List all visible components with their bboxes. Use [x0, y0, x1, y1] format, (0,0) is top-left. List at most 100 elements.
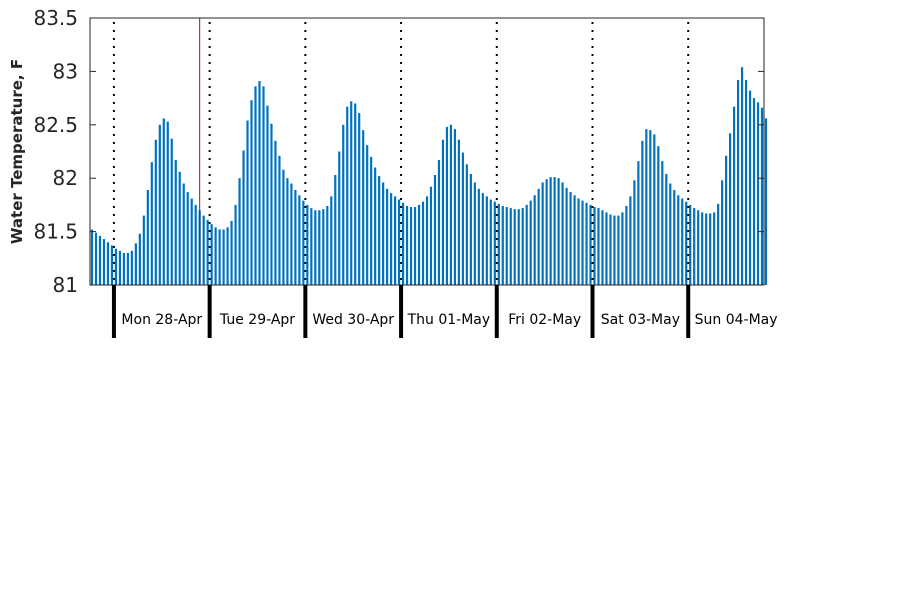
bar: [194, 204, 197, 285]
bar: [126, 252, 129, 285]
bar: [629, 196, 632, 285]
bar: [250, 100, 253, 286]
bar: [685, 201, 688, 285]
bar: [326, 205, 329, 285]
bar: [218, 229, 221, 285]
bar: [94, 232, 98, 285]
bar: [457, 139, 460, 285]
y-axis-label: Water Temperature, F: [8, 59, 26, 244]
bar: [202, 215, 205, 285]
bar: [358, 113, 361, 285]
bar: [617, 215, 620, 285]
bar: [266, 105, 269, 285]
bar: [90, 229, 94, 285]
bar: [469, 173, 472, 285]
bar: [605, 212, 608, 285]
bar: [274, 140, 277, 285]
bar: [621, 212, 624, 285]
bar: [661, 161, 664, 285]
bar: [625, 205, 628, 285]
bar: [445, 126, 449, 285]
bar: [569, 192, 572, 285]
bar: [585, 202, 588, 285]
x-axis: Mon 28-Apr Tue 29-Apr Wed 30-Apr Thu 01-May…: [111, 285, 778, 338]
bar: [529, 200, 532, 285]
bar: [134, 243, 137, 285]
bar: [178, 171, 181, 285]
bar: [453, 129, 457, 285]
bar: [110, 245, 114, 285]
bar: [732, 106, 736, 285]
bar: [709, 213, 712, 285]
bar: [581, 200, 584, 285]
y-tick-label: 83.5: [33, 6, 78, 30]
bar: [433, 175, 437, 285]
bar: [681, 198, 684, 285]
bar: [366, 145, 369, 285]
bar: [417, 204, 421, 285]
bar: [286, 178, 289, 285]
day-label: Tue 29-Apr: [219, 312, 295, 328]
bar: [346, 106, 349, 285]
bar: [473, 182, 476, 285]
bar: [657, 146, 660, 285]
bar: [242, 150, 245, 285]
bar: [306, 204, 309, 285]
bar: [533, 195, 536, 285]
bar: [310, 208, 313, 285]
bar: [633, 180, 636, 285]
bar: [158, 124, 161, 285]
bar: [501, 205, 504, 285]
bar: [561, 182, 564, 285]
bar: [294, 189, 297, 285]
bar: [493, 201, 496, 285]
bar: [421, 201, 425, 285]
bar: [222, 229, 225, 285]
day-label: Fri 02-May: [508, 312, 581, 328]
y-tick-label: 81.5: [33, 220, 78, 244]
bar: [425, 196, 429, 285]
bar: [609, 214, 612, 285]
bar: [689, 204, 692, 285]
bar: [477, 188, 480, 285]
bar: [549, 177, 552, 285]
bar: [465, 164, 468, 285]
day-label: Sun 04-May: [695, 312, 778, 328]
bar: [318, 210, 321, 285]
bar: [449, 124, 453, 285]
y-tick-label: 82.5: [33, 113, 78, 137]
bar: [378, 176, 381, 285]
bar: [673, 189, 676, 285]
bar: [230, 220, 233, 285]
bar: [525, 204, 528, 285]
bar: [270, 123, 273, 285]
day-label: Wed 30-Apr: [312, 312, 394, 328]
bar: [397, 199, 401, 285]
bar: [641, 140, 644, 285]
bar: [413, 207, 417, 285]
bar: [577, 198, 580, 285]
bar: [601, 210, 604, 285]
bar: [170, 138, 173, 285]
bar: [386, 188, 389, 285]
bar: [613, 215, 616, 285]
bar: [334, 175, 337, 285]
bar: [740, 67, 744, 285]
bar: [298, 195, 301, 285]
bar: [314, 210, 317, 285]
bar: [401, 202, 405, 285]
bar: [541, 182, 544, 285]
bar: [545, 179, 548, 285]
bar: [210, 224, 213, 285]
bar: [489, 199, 492, 285]
bar: [362, 130, 365, 285]
bar: [429, 186, 433, 285]
bar: [756, 102, 760, 286]
bar: [102, 239, 106, 285]
bar: [106, 242, 110, 285]
bar: [382, 182, 385, 285]
bar: [370, 156, 373, 285]
day-label: Thu 01-May: [407, 312, 491, 328]
bar: [565, 187, 568, 285]
